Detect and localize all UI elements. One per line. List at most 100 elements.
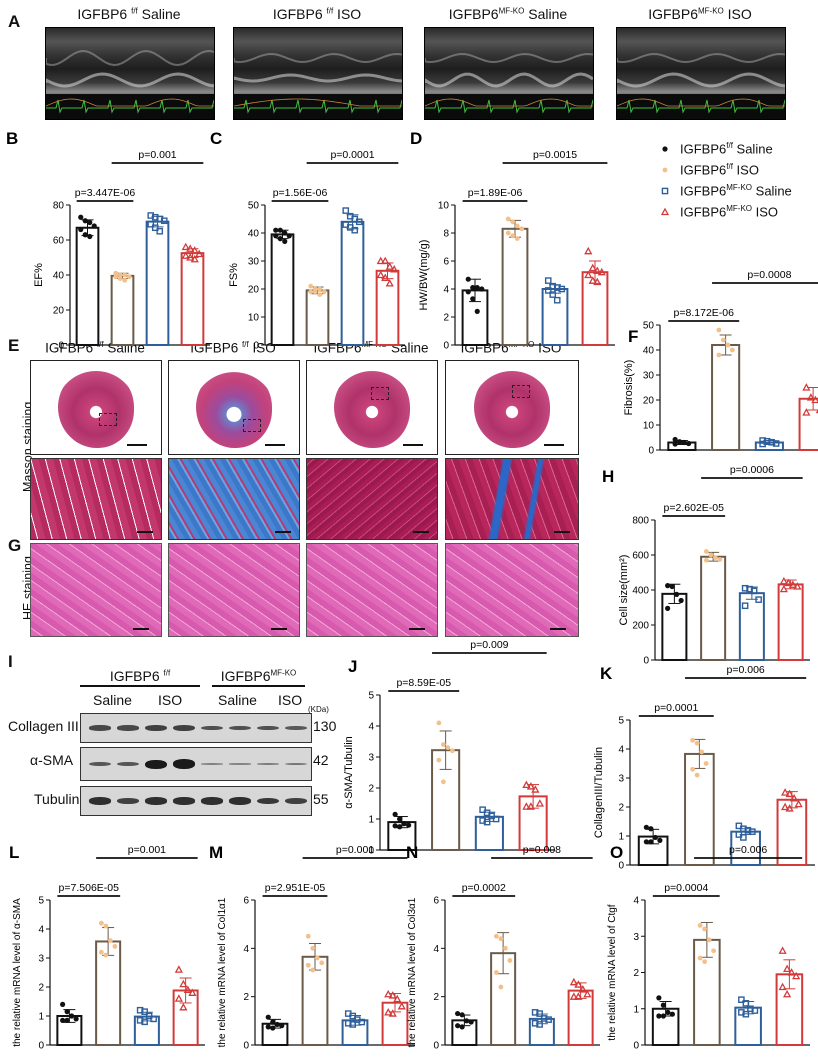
y-tick-label: 3 xyxy=(618,774,624,785)
panel-label-g: G xyxy=(8,536,22,555)
label-superscript: f/f xyxy=(726,162,733,171)
y-tick-label: 60 xyxy=(53,236,65,247)
bar xyxy=(700,555,727,661)
bar xyxy=(501,227,529,346)
p-value-annotation: p=0.006 xyxy=(727,664,765,676)
y-tick-label: 4 xyxy=(618,745,624,756)
panel-label-k: K xyxy=(600,664,613,683)
p-value-annotation: p=0.0008 xyxy=(747,269,791,281)
label-base: IGFBP6 xyxy=(680,204,727,220)
p-value-annotation: p=2.602E-05 xyxy=(664,502,725,514)
y-tick-label: 1 xyxy=(38,1012,44,1023)
label-superscript: f/f xyxy=(163,668,171,678)
label-base: IGFBP6 xyxy=(109,668,164,684)
wb-band xyxy=(117,761,139,767)
p-value-annotation: p=1.89E-06 xyxy=(468,187,523,199)
bar xyxy=(145,220,170,346)
panel-label-f: F xyxy=(628,327,638,346)
scale-bar xyxy=(544,444,564,446)
scale-bar xyxy=(409,628,425,630)
bar-chart-f: F 0 10 20 30 40 50 Fibrosis(%) p=8.172E-06 p=0.00… xyxy=(623,269,818,457)
panel-label-i: I xyxy=(8,652,13,671)
wb-band xyxy=(89,797,111,805)
bar-chart-k: K 0 1 2 3 4 5 CollagenIII/Tubulin p=0.0001 p=0.00… xyxy=(593,664,815,872)
wb-blot-2 xyxy=(80,747,312,781)
masson-zoom-2 xyxy=(168,458,300,540)
y-tick-label: 0 xyxy=(243,1041,249,1052)
wb-group-line xyxy=(80,685,200,687)
scale-bar xyxy=(127,444,147,446)
y-tick-label: 20 xyxy=(53,306,65,317)
echo-title-4: IGFBP6MF-KO ISO xyxy=(606,6,794,22)
panel-label-c: C xyxy=(210,129,222,148)
wb-band xyxy=(89,725,111,731)
wb-kda-label-1: 130 xyxy=(313,718,337,734)
wb-band xyxy=(117,798,139,804)
y-tick-label: 400 xyxy=(632,586,649,597)
y-tick-label: 80 xyxy=(53,201,65,212)
wb-protein-label-2: α-SMA xyxy=(30,752,74,768)
y-tick-label: 200 xyxy=(632,621,649,632)
y-tick-label: 4 xyxy=(243,944,249,955)
y-tick-label: 2 xyxy=(443,313,449,324)
wb-band xyxy=(229,725,251,731)
p-value-annotation: p=0.001 xyxy=(336,844,374,856)
wb-band xyxy=(285,725,307,731)
y-tick-label: 50 xyxy=(248,201,260,212)
scale-bar xyxy=(403,444,423,446)
heart-section-2 xyxy=(168,360,300,455)
echo-title-3: IGFBP6MF-KO Saline xyxy=(414,6,602,22)
wb-band xyxy=(117,725,139,731)
label-tail: ISO xyxy=(248,340,276,356)
heart-cross-section xyxy=(58,368,134,448)
legend-marker-circle-icon xyxy=(662,146,668,152)
y-tick-label: 6 xyxy=(243,896,249,907)
p-value-annotation: p=3.447E-06 xyxy=(75,187,136,199)
y-tick-label: 1 xyxy=(633,1004,639,1015)
wb-band xyxy=(201,763,223,765)
echo-image-4 xyxy=(616,27,786,120)
y-tick-label: 8 xyxy=(443,229,449,240)
label-superscript: MF-KO xyxy=(698,6,724,16)
scale-bar xyxy=(265,444,285,446)
y-axis-label: CollagenIII/Tubulin xyxy=(593,747,605,838)
wb-band xyxy=(229,763,251,765)
y-tick-label: 40 xyxy=(53,271,65,282)
y-tick-label: 10 xyxy=(643,421,655,432)
wb-band xyxy=(145,725,167,731)
y-tick-label: 1 xyxy=(368,815,374,826)
y-tick-label: 0 xyxy=(253,341,259,352)
p-value-annotation: p=0.006 xyxy=(729,844,767,856)
y-tick-label: 4 xyxy=(368,722,374,733)
y-axis-label: the relative mRNA level of Col1α1 xyxy=(217,897,228,1047)
wb-band xyxy=(173,725,195,731)
wb-kda-label-2: 42 xyxy=(313,752,329,768)
masson-zoom-3 xyxy=(306,458,438,540)
wb-band xyxy=(173,759,195,769)
wb-band xyxy=(285,762,307,766)
y-tick-label: 5 xyxy=(618,716,624,727)
y-tick-label: 10 xyxy=(438,201,450,212)
label-tail: Saline xyxy=(752,183,792,199)
p-value-annotation: p=0.0006 xyxy=(730,464,774,476)
y-tick-label: 3 xyxy=(633,932,639,943)
panel-label-j: J xyxy=(348,657,357,676)
bar-chart-b: B 0 20 40 60 80 EF% p=3.447E-06 p=0.001 xyxy=(6,129,210,352)
panel-label-l: L xyxy=(9,843,19,862)
y-axis-label: the relative mRNA level of α-SMA xyxy=(12,898,23,1047)
p-value-annotation: p=2.951E-05 xyxy=(265,882,326,894)
heart-section-1 xyxy=(30,360,162,455)
wb-unit-label: (KDa) xyxy=(308,705,329,714)
y-tick-label: 0 xyxy=(58,341,64,352)
label-superscript: MF-KO xyxy=(726,204,753,213)
heart-cross-section xyxy=(196,368,272,448)
y-tick-label: 20 xyxy=(643,396,655,407)
y-tick-label: 3 xyxy=(38,954,44,965)
scale-bar xyxy=(271,628,287,630)
wb-protein-label-3: Tubulin xyxy=(34,791,80,807)
y-tick-label: 800 xyxy=(632,516,649,527)
bar xyxy=(711,344,741,451)
he-section-3 xyxy=(306,543,438,637)
wb-band xyxy=(201,797,223,805)
y-tick-label: 2 xyxy=(618,803,624,814)
